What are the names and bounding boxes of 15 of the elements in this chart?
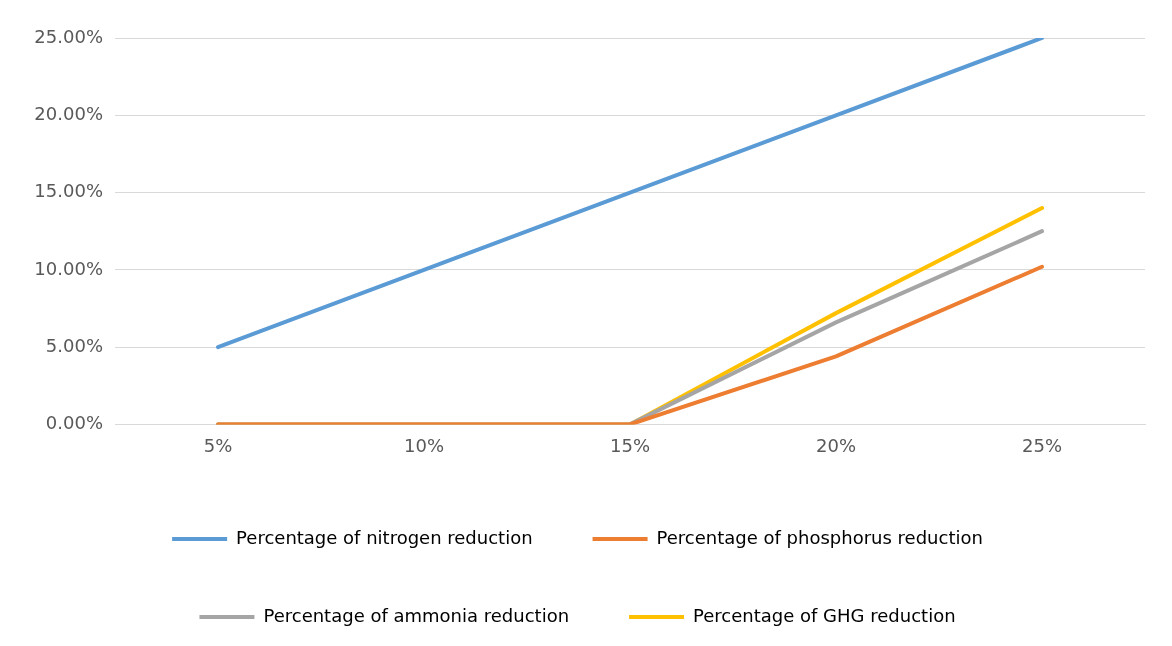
- legend-label: Percentage of nitrogen reduction: [236, 526, 533, 548]
- y-tick-label: 20.00%: [34, 102, 103, 124]
- legend-label: Percentage of ammonia reduction: [263, 604, 570, 626]
- y-tick-label: 0.00%: [45, 412, 103, 434]
- y-tick-label: 25.00%: [34, 25, 103, 47]
- x-tick-label: 15%: [609, 434, 651, 456]
- y-tick-label: 5.00%: [45, 334, 103, 356]
- x-tick-label: 5%: [203, 434, 233, 456]
- y-tick-label: 15.00%: [34, 180, 103, 202]
- x-tick-label: 10%: [403, 434, 445, 456]
- x-tick-label: 20%: [815, 434, 857, 456]
- legend-label: Percentage of phosphorus reduction: [656, 526, 983, 548]
- x-tick-label: 25%: [1021, 434, 1063, 456]
- y-tick-label: 10.00%: [34, 257, 103, 279]
- legend-label: Percentage of GHG reduction: [693, 604, 956, 626]
